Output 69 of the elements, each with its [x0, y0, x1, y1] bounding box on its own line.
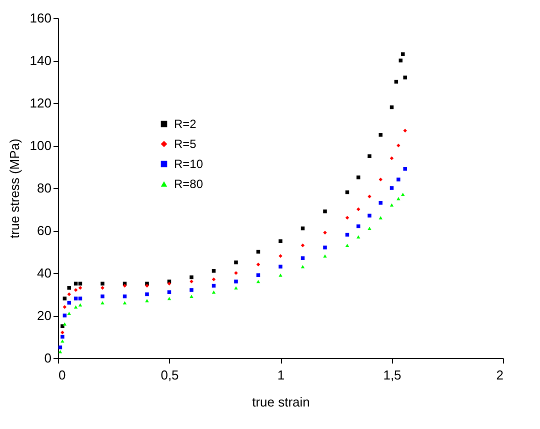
y-tick-label: 60 — [37, 223, 52, 238]
y-tick-label: 20 — [37, 308, 52, 323]
x-tick-label: 1 — [277, 368, 285, 382]
y-tick-label: 0 — [44, 350, 52, 366]
y-tick-label: 40 — [37, 266, 52, 280]
point — [256, 280, 260, 284]
point — [62, 322, 67, 326]
point — [60, 334, 64, 339]
legend-label: R=10 — [174, 157, 204, 171]
point — [390, 203, 394, 207]
point — [62, 314, 67, 318]
point — [390, 186, 394, 190]
point — [62, 296, 67, 300]
legend-label: R=5 — [174, 137, 197, 151]
point — [74, 305, 78, 309]
x-tick-label: 2 — [496, 368, 504, 382]
y-tick-label: 160 — [30, 10, 52, 26]
point — [78, 303, 82, 306]
point — [78, 296, 82, 300]
point — [378, 178, 382, 182]
point — [122, 301, 127, 304]
y-axis-title: true stress (MPa) — [6, 138, 22, 238]
x-tick-label: 1,5 — [383, 368, 402, 382]
point — [60, 339, 64, 343]
point — [74, 296, 78, 300]
point — [100, 282, 104, 286]
point — [145, 284, 149, 288]
y-tick-label: 120 — [30, 96, 52, 110]
point — [403, 167, 407, 171]
point — [403, 128, 407, 132]
point — [398, 58, 403, 62]
point — [396, 178, 400, 182]
point — [145, 292, 149, 296]
point — [190, 294, 194, 298]
point — [368, 154, 372, 158]
point — [401, 192, 405, 196]
point — [256, 262, 260, 266]
point — [300, 265, 305, 268]
point — [190, 275, 194, 280]
point — [100, 294, 104, 298]
legend-label: R=80 — [174, 177, 204, 191]
point — [190, 288, 194, 292]
point — [234, 286, 238, 290]
point — [278, 264, 282, 268]
point — [278, 239, 282, 243]
y-tick-label: 100 — [30, 138, 52, 153]
point — [74, 288, 78, 292]
point — [212, 290, 216, 294]
point — [356, 235, 360, 238]
x-axis-title: true strain — [252, 394, 310, 410]
point — [345, 244, 350, 247]
point — [378, 216, 382, 220]
point — [368, 226, 372, 230]
point — [323, 210, 327, 214]
point — [323, 246, 327, 250]
point — [67, 312, 71, 315]
point — [62, 305, 67, 309]
point — [100, 301, 104, 304]
y-tick-label: 140 — [30, 53, 52, 68]
point — [167, 296, 172, 300]
x-tick-label: 0,5 — [160, 368, 179, 382]
point — [368, 214, 372, 218]
x-tick-label: 0 — [58, 368, 66, 382]
legend-label: R=2 — [174, 117, 197, 131]
point — [234, 280, 238, 284]
point — [403, 76, 407, 80]
point — [323, 254, 327, 258]
y-tick-label: 80 — [37, 180, 52, 196]
point — [234, 260, 238, 264]
